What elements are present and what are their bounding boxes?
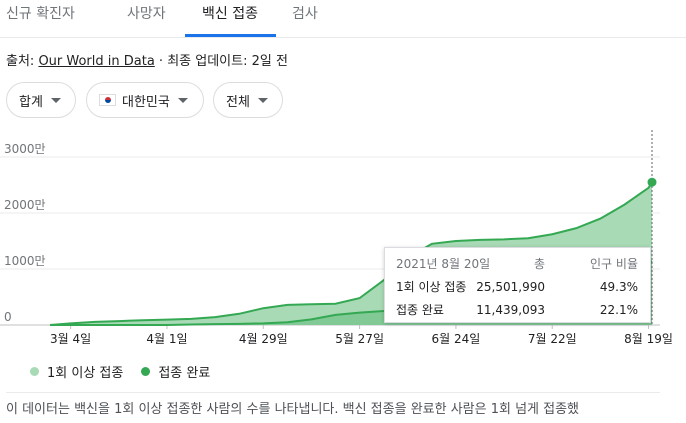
chart-tooltip: 2021년 8월 20일 총 인구 비율 1회 이상 접종 25,501,990… xyxy=(384,247,651,323)
chart-legend: 1회 이상 접종 접종 완료 xyxy=(30,361,228,381)
y-tick-label: 3000만 xyxy=(4,142,46,156)
source-link[interactable]: Our World in Data xyxy=(38,54,155,69)
tooltip-header: 2021년 8월 20일 총 인구 비율 xyxy=(385,254,650,274)
tab-vaccinations[interactable]: 백신 접종 xyxy=(202,6,258,22)
legend-label: 접종 완료 xyxy=(158,365,211,381)
tooltip-row-total: 11,439,093 xyxy=(476,303,545,317)
tooltip-row-ratio: 49.3% xyxy=(599,280,638,294)
tab-tests[interactable]: 검사 xyxy=(292,6,318,22)
x-tick-label: 4월 1일 xyxy=(146,332,187,346)
update-info: · 최종 업데이트: 2일 전 xyxy=(154,54,288,69)
country-dropdown-label: 대한민국 xyxy=(122,94,170,110)
tooltip-row-ratio: 22.1% xyxy=(599,303,638,317)
tooltip-col-ratio: 인구 비율 xyxy=(590,257,638,271)
chevron-down-icon xyxy=(50,97,61,103)
hover-point xyxy=(647,177,657,187)
y-tick-label: 2000만 xyxy=(4,198,46,212)
tooltip-row-first-dose: 1회 이상 접종 25,501,990 49.3% xyxy=(385,277,650,297)
source-prefix: 출처: xyxy=(6,54,39,69)
tooltip-date: 2021년 8월 20일 xyxy=(396,257,491,271)
chevron-down-icon xyxy=(257,97,268,103)
x-tick-label: 7월 22일 xyxy=(528,332,577,346)
tab-bar: 신규 확진자 사망자 백신 접종 검사 xyxy=(0,0,686,38)
chart-description: 이 데이터는 백신을 1회 이상 접종한 사람의 수를 나타냅니다. 백신 접종… xyxy=(6,402,580,417)
tooltip-row-total: 25,501,990 xyxy=(476,280,545,294)
active-tab-indicator xyxy=(185,34,276,37)
scope-dropdown[interactable]: 전체 xyxy=(213,82,283,118)
legend-dot-light-icon xyxy=(30,366,39,376)
divider xyxy=(6,392,660,393)
korea-flag-icon xyxy=(99,94,116,106)
legend-label: 1회 이상 접종 xyxy=(47,365,124,381)
tab-deaths[interactable]: 사망자 xyxy=(127,6,166,22)
x-tick-label: 4월 29일 xyxy=(239,332,288,346)
source-line: 출처: Our World in Data · 최종 업데이트: 2일 전 xyxy=(6,50,288,69)
x-tick-label: 8월 19일 xyxy=(624,332,673,346)
total-dropdown[interactable]: 합계 xyxy=(6,82,76,118)
y-tick-label: 1000만 xyxy=(4,254,46,268)
tooltip-row-fully-vaccinated: 접종 완료 11,439,093 22.1% xyxy=(385,300,650,320)
legend-dot-dark-icon xyxy=(141,366,151,376)
country-dropdown[interactable]: 대한민국 xyxy=(86,82,204,118)
tooltip-col-total: 총 xyxy=(533,257,545,271)
legend-item-first-dose[interactable]: 1회 이상 접종 xyxy=(30,362,123,381)
tooltip-row-label: 1회 이상 접종 xyxy=(396,280,467,294)
y-tick-label: 0 xyxy=(4,310,12,324)
tab-new-cases[interactable]: 신규 확진자 xyxy=(6,6,75,22)
x-tick-label: 3월 4일 xyxy=(50,332,91,346)
scope-dropdown-label: 전체 xyxy=(226,94,250,110)
total-dropdown-label: 합계 xyxy=(19,94,43,110)
tooltip-row-label: 접종 완료 xyxy=(396,303,444,317)
series-line-0 xyxy=(49,181,653,326)
chevron-down-icon xyxy=(177,97,188,103)
x-tick-label: 6월 24일 xyxy=(432,332,481,346)
legend-item-fully-vaccinated[interactable]: 접종 완료 xyxy=(141,362,210,381)
x-tick-label: 5월 27일 xyxy=(335,332,384,346)
